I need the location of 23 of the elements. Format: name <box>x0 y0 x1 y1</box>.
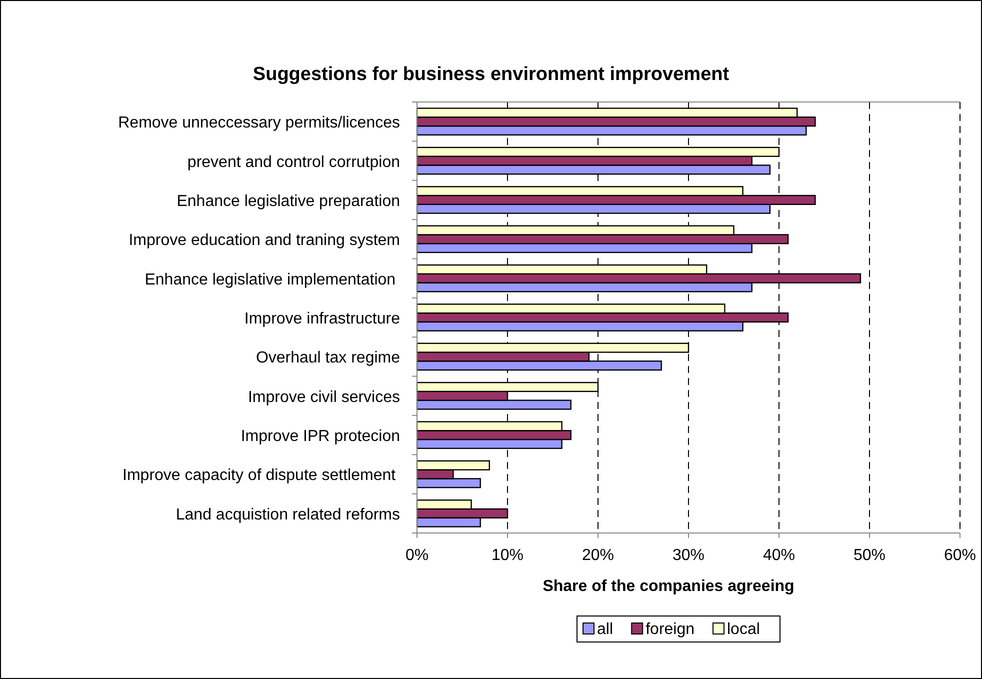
y-tick-label: Improve civil services <box>248 388 400 406</box>
x-axis-title: Share of the companies agreeing <box>542 578 794 595</box>
chart-title: Suggestions for business environment improvement <box>252 64 730 85</box>
y-tick-label: Improve capacity of dispute settlement <box>122 467 400 484</box>
x-tick-label: 10% <box>491 547 524 564</box>
y-tick-label: Improve infrastructure <box>244 310 400 328</box>
x-tick-label: 60% <box>944 547 976 564</box>
y-tick-label: Enhance legislative implementation <box>144 271 400 288</box>
x-tick-label: 30% <box>672 547 705 564</box>
y-tick-label: Land acquistion related reforms <box>176 506 400 524</box>
x-tick-label: 20% <box>582 547 614 564</box>
y-tick-label: Remove unneccessary permits/licences <box>118 114 400 132</box>
legend-label: foreign <box>646 621 695 638</box>
legend-label: all <box>597 621 614 638</box>
x-tick-label: 0% <box>405 547 429 564</box>
y-tick-label: Overhaul tax regime <box>256 350 400 367</box>
y-tick-label: Enhance legislative preparation <box>176 192 400 210</box>
y-tick-label: prevent and control corrutpion <box>187 154 400 171</box>
y-tick-label: Improve IPR protecion <box>240 428 400 446</box>
x-tick-label: 50% <box>853 547 886 564</box>
legend-label: local <box>727 621 760 638</box>
y-tick-label: Improve education and traning system <box>128 232 400 250</box>
x-tick-label: 40% <box>762 547 796 564</box>
